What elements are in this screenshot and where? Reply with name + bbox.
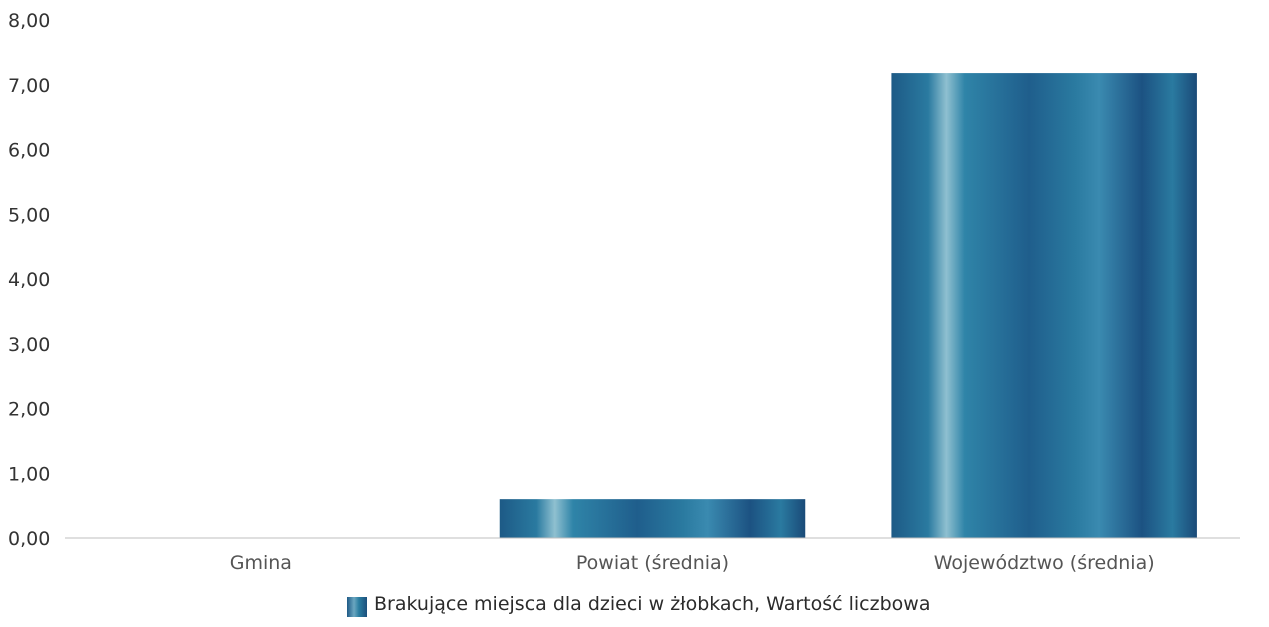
legend-label: Brakujące miejsca dla dzieci w żłobkach,… (374, 593, 931, 615)
y-tick-label: 8,00 (8, 10, 50, 32)
y-tick-label: 2,00 (8, 399, 50, 421)
y-tick-label: 7,00 (8, 75, 50, 97)
y-tick-label: 3,00 (8, 334, 50, 356)
legend-swatch (347, 597, 367, 617)
bars (499, 73, 1197, 538)
y-tick-label: 1,00 (8, 463, 50, 485)
x-tick-label: Gmina (230, 552, 292, 574)
x-tick-label: Powiat (średnia) (576, 552, 729, 574)
y-tick-label: 5,00 (8, 204, 50, 226)
y-tick-label: 0,00 (8, 528, 50, 550)
y-axis-labels: 0,00 1,00 2,00 3,00 4,00 5,00 6,00 7,00 8,00 (8, 10, 50, 550)
x-axis-labels: Gmina Powiat (średnia) Województwo (średni… (230, 552, 1155, 574)
y-tick-label: 4,00 (8, 269, 50, 291)
bar-1 (499, 499, 806, 538)
y-tick-label: 6,00 (8, 140, 50, 162)
x-tick-label: Województwo (średnia) (934, 552, 1155, 574)
bar-2 (891, 73, 1197, 538)
